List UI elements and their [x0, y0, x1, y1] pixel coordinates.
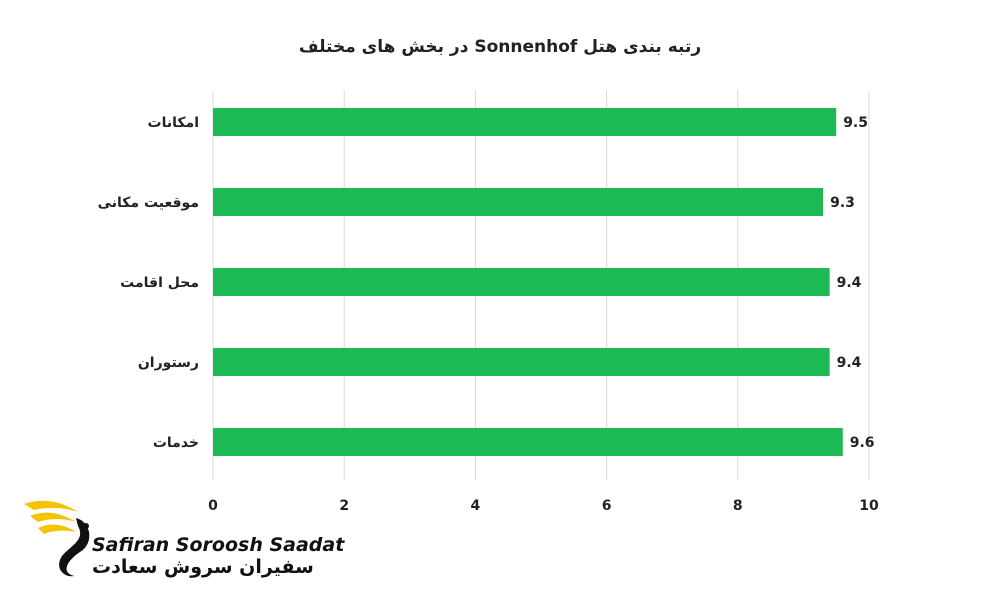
x-tick-label: 2: [339, 498, 349, 514]
category-label: محل اقامت: [120, 275, 199, 291]
bar: [213, 188, 824, 216]
value-label: 9.4: [837, 355, 862, 371]
category-label: امکانات: [148, 115, 199, 131]
category-labels: امکانات موقعیت مکانی محل اقامت رستوران خدمات: [98, 115, 199, 451]
category-label: موقعیت مکانی: [98, 195, 199, 211]
value-labels: 9.5 9.3 9.4 9.4 9.6: [830, 115, 874, 451]
company-logo: Safiran Soroosh Saadat سفیران سروش سعادت: [20, 492, 344, 582]
value-label: 9.4: [837, 275, 862, 291]
logo-name-fa: سفیران سروش سعادت: [92, 556, 314, 578]
value-label: 9.6: [850, 435, 875, 451]
logo-name-en: Safiran Soroosh Saadat: [92, 534, 345, 556]
phoenix-logo-icon: [24, 500, 90, 577]
category-label: رستوران: [138, 355, 199, 371]
x-tick-label: 4: [471, 498, 481, 514]
chart-title: رتبه بندی هتل Sonnenhof در بخش های مختلف: [299, 37, 701, 57]
category-label: خدمات: [153, 435, 199, 451]
bar: [213, 108, 837, 136]
value-label: 9.3: [830, 195, 855, 211]
x-tick-label: 10: [859, 498, 879, 514]
x-axis-ticks: 0 2 4 6 8 10: [208, 498, 879, 514]
x-tick-label: 0: [208, 498, 218, 514]
x-tick-label: 6: [602, 498, 612, 514]
bar: [213, 348, 830, 376]
x-tick-label: 8: [733, 498, 743, 514]
bar: [213, 268, 830, 296]
bars: [213, 108, 843, 456]
value-label: 9.5: [843, 115, 868, 131]
bar: [213, 428, 843, 456]
